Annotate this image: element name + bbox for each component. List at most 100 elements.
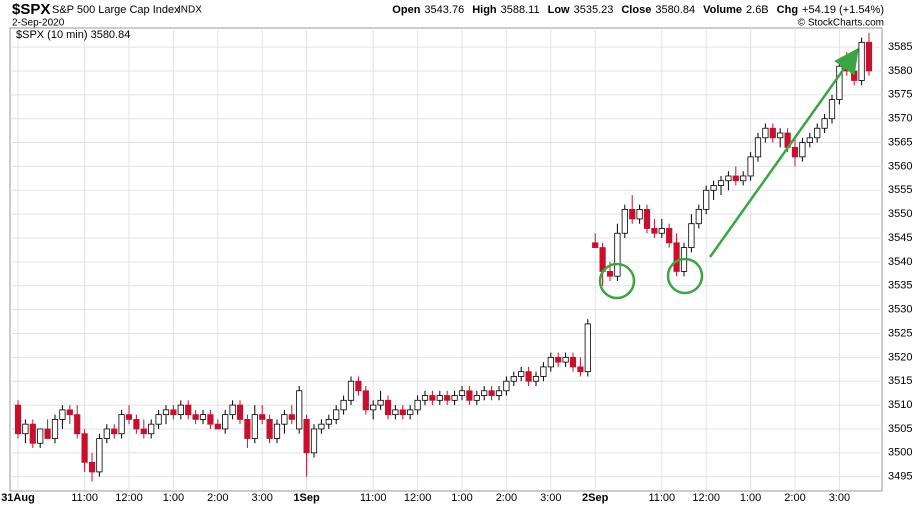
candle-body bbox=[318, 423, 325, 430]
candle-body bbox=[44, 428, 51, 439]
stat-value: 2.6B bbox=[746, 4, 769, 16]
candle-body bbox=[29, 423, 36, 444]
candle-body bbox=[177, 404, 184, 416]
x-tick-label: 12:00 bbox=[115, 492, 143, 504]
stat-value: 3543.76 bbox=[424, 4, 464, 16]
candle-body bbox=[592, 242, 599, 248]
y-tick-label: 3575 bbox=[888, 89, 912, 101]
candle-body bbox=[695, 208, 702, 225]
x-tick-label: 11:00 bbox=[71, 492, 98, 504]
y-tick-label: 3500 bbox=[888, 447, 912, 459]
candle-body bbox=[414, 399, 421, 411]
candle-body bbox=[444, 395, 451, 401]
candle-body bbox=[377, 399, 384, 406]
candle-body bbox=[762, 127, 769, 139]
candle-body bbox=[636, 208, 643, 220]
candle-body bbox=[325, 419, 332, 425]
y-tick-label: 3550 bbox=[888, 208, 912, 220]
candle-body bbox=[155, 414, 162, 425]
candle-body bbox=[777, 132, 784, 139]
candles bbox=[14, 32, 873, 482]
x-tick-label: 1:00 bbox=[451, 492, 472, 504]
x-tick-label: 2:00 bbox=[207, 492, 228, 504]
x-tick-label: 2Sep bbox=[582, 492, 609, 504]
candle-body bbox=[303, 419, 310, 454]
candle-body bbox=[133, 419, 140, 430]
y-tick-label: 3505 bbox=[888, 423, 912, 435]
candle-body bbox=[629, 208, 636, 220]
y-tick-label: 3530 bbox=[888, 304, 912, 316]
trend-arrow bbox=[708, 47, 859, 258]
candle-body bbox=[710, 185, 717, 191]
y-tick-label: 3585 bbox=[888, 41, 912, 53]
candle-body bbox=[791, 146, 799, 158]
candle-body bbox=[688, 223, 695, 248]
circle-annotation bbox=[666, 257, 704, 295]
candle-body bbox=[347, 380, 355, 401]
candle-body bbox=[732, 175, 739, 182]
y-tick-label: 3515 bbox=[888, 375, 912, 387]
candle-body bbox=[111, 428, 118, 435]
candle-body bbox=[266, 419, 273, 439]
y-tick-label: 3560 bbox=[888, 160, 912, 172]
x-tick-label: 2:00 bbox=[784, 492, 805, 504]
legend: $SPX (10 min) 3580.84 bbox=[16, 29, 130, 41]
y-tick-label: 3545 bbox=[888, 232, 912, 244]
candle-body bbox=[199, 414, 207, 420]
candle-body bbox=[148, 423, 155, 435]
stat-value: 3580.84 bbox=[655, 4, 695, 16]
date: 2-Sep-2020 bbox=[12, 18, 65, 29]
candle-body bbox=[103, 428, 110, 439]
candle-body bbox=[51, 419, 59, 439]
candle-body bbox=[473, 395, 480, 401]
candle-body bbox=[569, 356, 577, 368]
candle-body bbox=[488, 390, 495, 396]
candle-body bbox=[244, 419, 251, 439]
x-tick-label: 3:00 bbox=[540, 492, 561, 504]
candle-body bbox=[503, 380, 510, 392]
candle-body bbox=[162, 409, 170, 416]
candle-body bbox=[185, 404, 192, 416]
candle-body bbox=[259, 414, 266, 420]
candle-body bbox=[296, 390, 303, 430]
candle-body bbox=[828, 99, 836, 120]
x-tick-label: 2:00 bbox=[496, 492, 517, 504]
stat-label: Volume bbox=[703, 4, 742, 16]
candle-body bbox=[140, 428, 147, 435]
index-name: S&P 500 Large Cap Index bbox=[52, 4, 180, 16]
candle-body bbox=[799, 142, 806, 158]
candle-body bbox=[458, 390, 466, 396]
candle-body bbox=[37, 428, 44, 444]
candle-body bbox=[22, 423, 29, 435]
candle-body bbox=[540, 366, 547, 377]
stat-value: 3588.11 bbox=[501, 4, 540, 16]
candle-body bbox=[236, 404, 244, 420]
candle-body bbox=[532, 376, 540, 382]
candle-body bbox=[125, 414, 133, 420]
candle-body bbox=[74, 414, 81, 435]
candle-body bbox=[362, 390, 369, 411]
stat-label: Chg bbox=[777, 4, 798, 16]
candle-body bbox=[481, 390, 488, 396]
candle-body bbox=[192, 414, 199, 420]
candle-body bbox=[606, 271, 614, 277]
x-tick-label: 3:00 bbox=[829, 492, 850, 504]
candle-body bbox=[251, 414, 258, 439]
candle-body bbox=[207, 414, 214, 425]
candle-body bbox=[858, 41, 865, 81]
y-tick-label: 3570 bbox=[888, 113, 912, 125]
candle-body bbox=[214, 423, 221, 430]
candle-body bbox=[614, 232, 621, 277]
x-tick-label: 11:00 bbox=[648, 492, 675, 504]
candle-body bbox=[651, 228, 658, 234]
x-tick-label: 1Sep bbox=[293, 492, 320, 504]
stats: Open 3543.76 High 3588.11 Low 3535.23 Close 358… bbox=[392, 4, 884, 16]
circle-annotation bbox=[598, 262, 636, 300]
candle-body bbox=[584, 323, 591, 373]
candle-body bbox=[14, 404, 22, 435]
candle-body bbox=[451, 395, 458, 401]
candle-body bbox=[384, 399, 392, 416]
candle-body bbox=[436, 395, 443, 401]
candle-body bbox=[747, 156, 754, 177]
